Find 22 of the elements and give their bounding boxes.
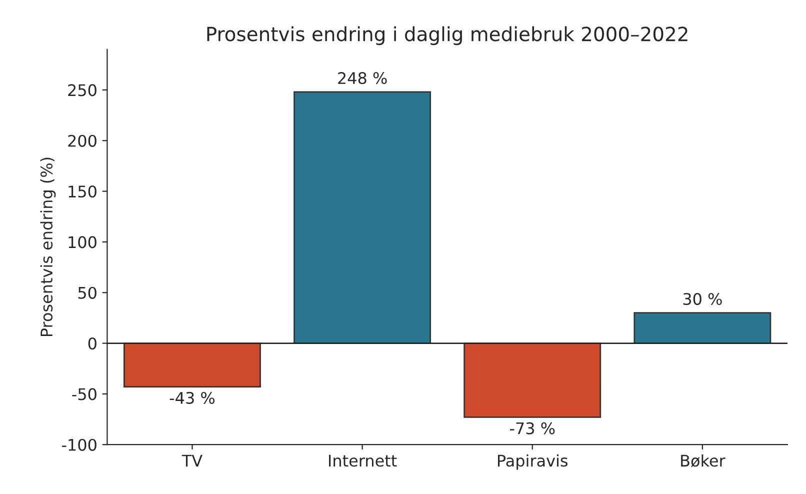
y-axis-title: Prosentvis endring (%) bbox=[40, 158, 56, 336]
y-tick-label: 0 bbox=[88, 337, 96, 350]
y-tick-label: -100 bbox=[62, 438, 96, 451]
y-tick-label: 150 bbox=[68, 185, 96, 198]
bar bbox=[464, 342, 602, 418]
x-tick-label: Internett bbox=[329, 454, 397, 467]
y-tick-label: 100 bbox=[68, 236, 96, 248]
bar bbox=[124, 342, 261, 388]
x-tick-label: TV bbox=[182, 454, 202, 466]
chart-title: Prosentvis endring i daglig mediebruk 2000–2022 bbox=[207, 26, 688, 46]
x-tick-label: Bøker bbox=[681, 454, 726, 468]
data-label: 30 % bbox=[683, 292, 722, 306]
data-label: 248 % bbox=[338, 72, 387, 84]
x-tick-label: Papiravis bbox=[498, 454, 568, 470]
y-tick-label: 50 bbox=[78, 286, 96, 299]
y-tick-label: 200 bbox=[68, 134, 96, 147]
data-label: -73 % bbox=[510, 422, 555, 434]
data-label: -43 % bbox=[170, 392, 215, 404]
bar bbox=[294, 91, 432, 344]
y-tick-label: 250 bbox=[68, 84, 96, 96]
bar bbox=[634, 312, 772, 344]
y-tick-label: -50 bbox=[72, 388, 96, 400]
